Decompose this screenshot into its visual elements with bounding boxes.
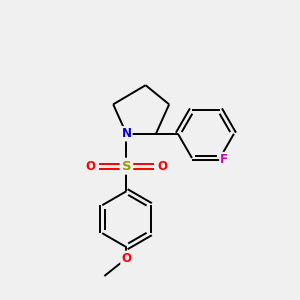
Text: F: F <box>220 153 228 166</box>
Text: S: S <box>122 160 131 173</box>
Text: N: N <box>122 127 131 140</box>
Text: O: O <box>122 252 131 265</box>
Text: O: O <box>158 160 167 173</box>
Text: O: O <box>85 160 95 173</box>
